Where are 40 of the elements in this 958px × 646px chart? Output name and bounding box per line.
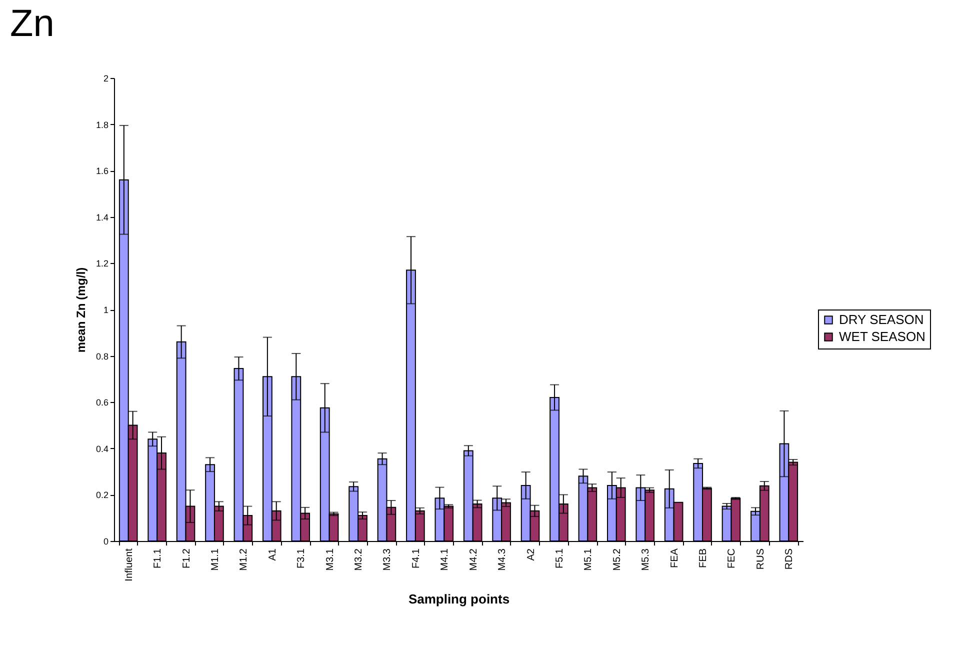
y-axis-title: mean Zn (mg/l) bbox=[74, 267, 88, 353]
x-tick-label: FEB bbox=[698, 548, 710, 568]
legend-label: WET SEASON bbox=[839, 329, 926, 344]
x-tick-label: A2 bbox=[526, 548, 537, 561]
x-tick-label: FEA bbox=[669, 548, 680, 568]
x-tick-label: F1.2 bbox=[181, 548, 192, 569]
x-tick-label: FEC bbox=[726, 548, 738, 568]
x-tick-label: F1.1 bbox=[152, 548, 164, 569]
x-tick-label: M1.2 bbox=[238, 548, 250, 571]
x-tick-label: F3.1 bbox=[296, 548, 308, 569]
x-tick-label: A1 bbox=[267, 548, 278, 561]
x-tick-label: Influent bbox=[124, 548, 135, 582]
y-tick-label: 1 bbox=[103, 305, 108, 315]
x-tick-label: M4.1 bbox=[440, 548, 451, 571]
x-tick-label: M5.3 bbox=[640, 548, 652, 571]
x-tick-label: RUS bbox=[755, 548, 766, 570]
chart-title: Zn bbox=[10, 3, 54, 45]
y-tick-label: 0.4 bbox=[96, 444, 108, 454]
x-tick-label: M3.1 bbox=[324, 548, 336, 571]
x-tick-label: M3.2 bbox=[354, 548, 365, 571]
x-tick-label: M4.2 bbox=[468, 548, 480, 571]
y-tick-label: 1.8 bbox=[96, 120, 108, 130]
y-tick-label: 1.6 bbox=[96, 166, 108, 176]
y-tick-label: 1.2 bbox=[96, 258, 108, 269]
x-tick-label: M5.2 bbox=[612, 548, 623, 571]
x-tick-label: M5.1 bbox=[583, 548, 594, 571]
x-tick-label: M4.3 bbox=[497, 548, 508, 571]
x-tick-label: RDS bbox=[784, 548, 796, 570]
y-tick-label: 0.8 bbox=[96, 351, 108, 362]
y-tick-label: 0.2 bbox=[96, 490, 108, 500]
y-tick-label: 2 bbox=[103, 74, 108, 84]
x-tick-label: M3.3 bbox=[382, 548, 394, 571]
x-tick-label: F4.1 bbox=[410, 548, 422, 569]
y-tick-label: 1.4 bbox=[96, 212, 108, 222]
legend-label: DRY SEASON bbox=[839, 312, 924, 327]
x-axis-title: Sampling points bbox=[408, 591, 510, 606]
x-tick-label: M1.1 bbox=[210, 548, 221, 571]
y-tick-label: 0 bbox=[103, 536, 108, 546]
x-tick-label: F5.1 bbox=[554, 548, 566, 569]
y-tick-label: 0.6 bbox=[96, 398, 108, 408]
